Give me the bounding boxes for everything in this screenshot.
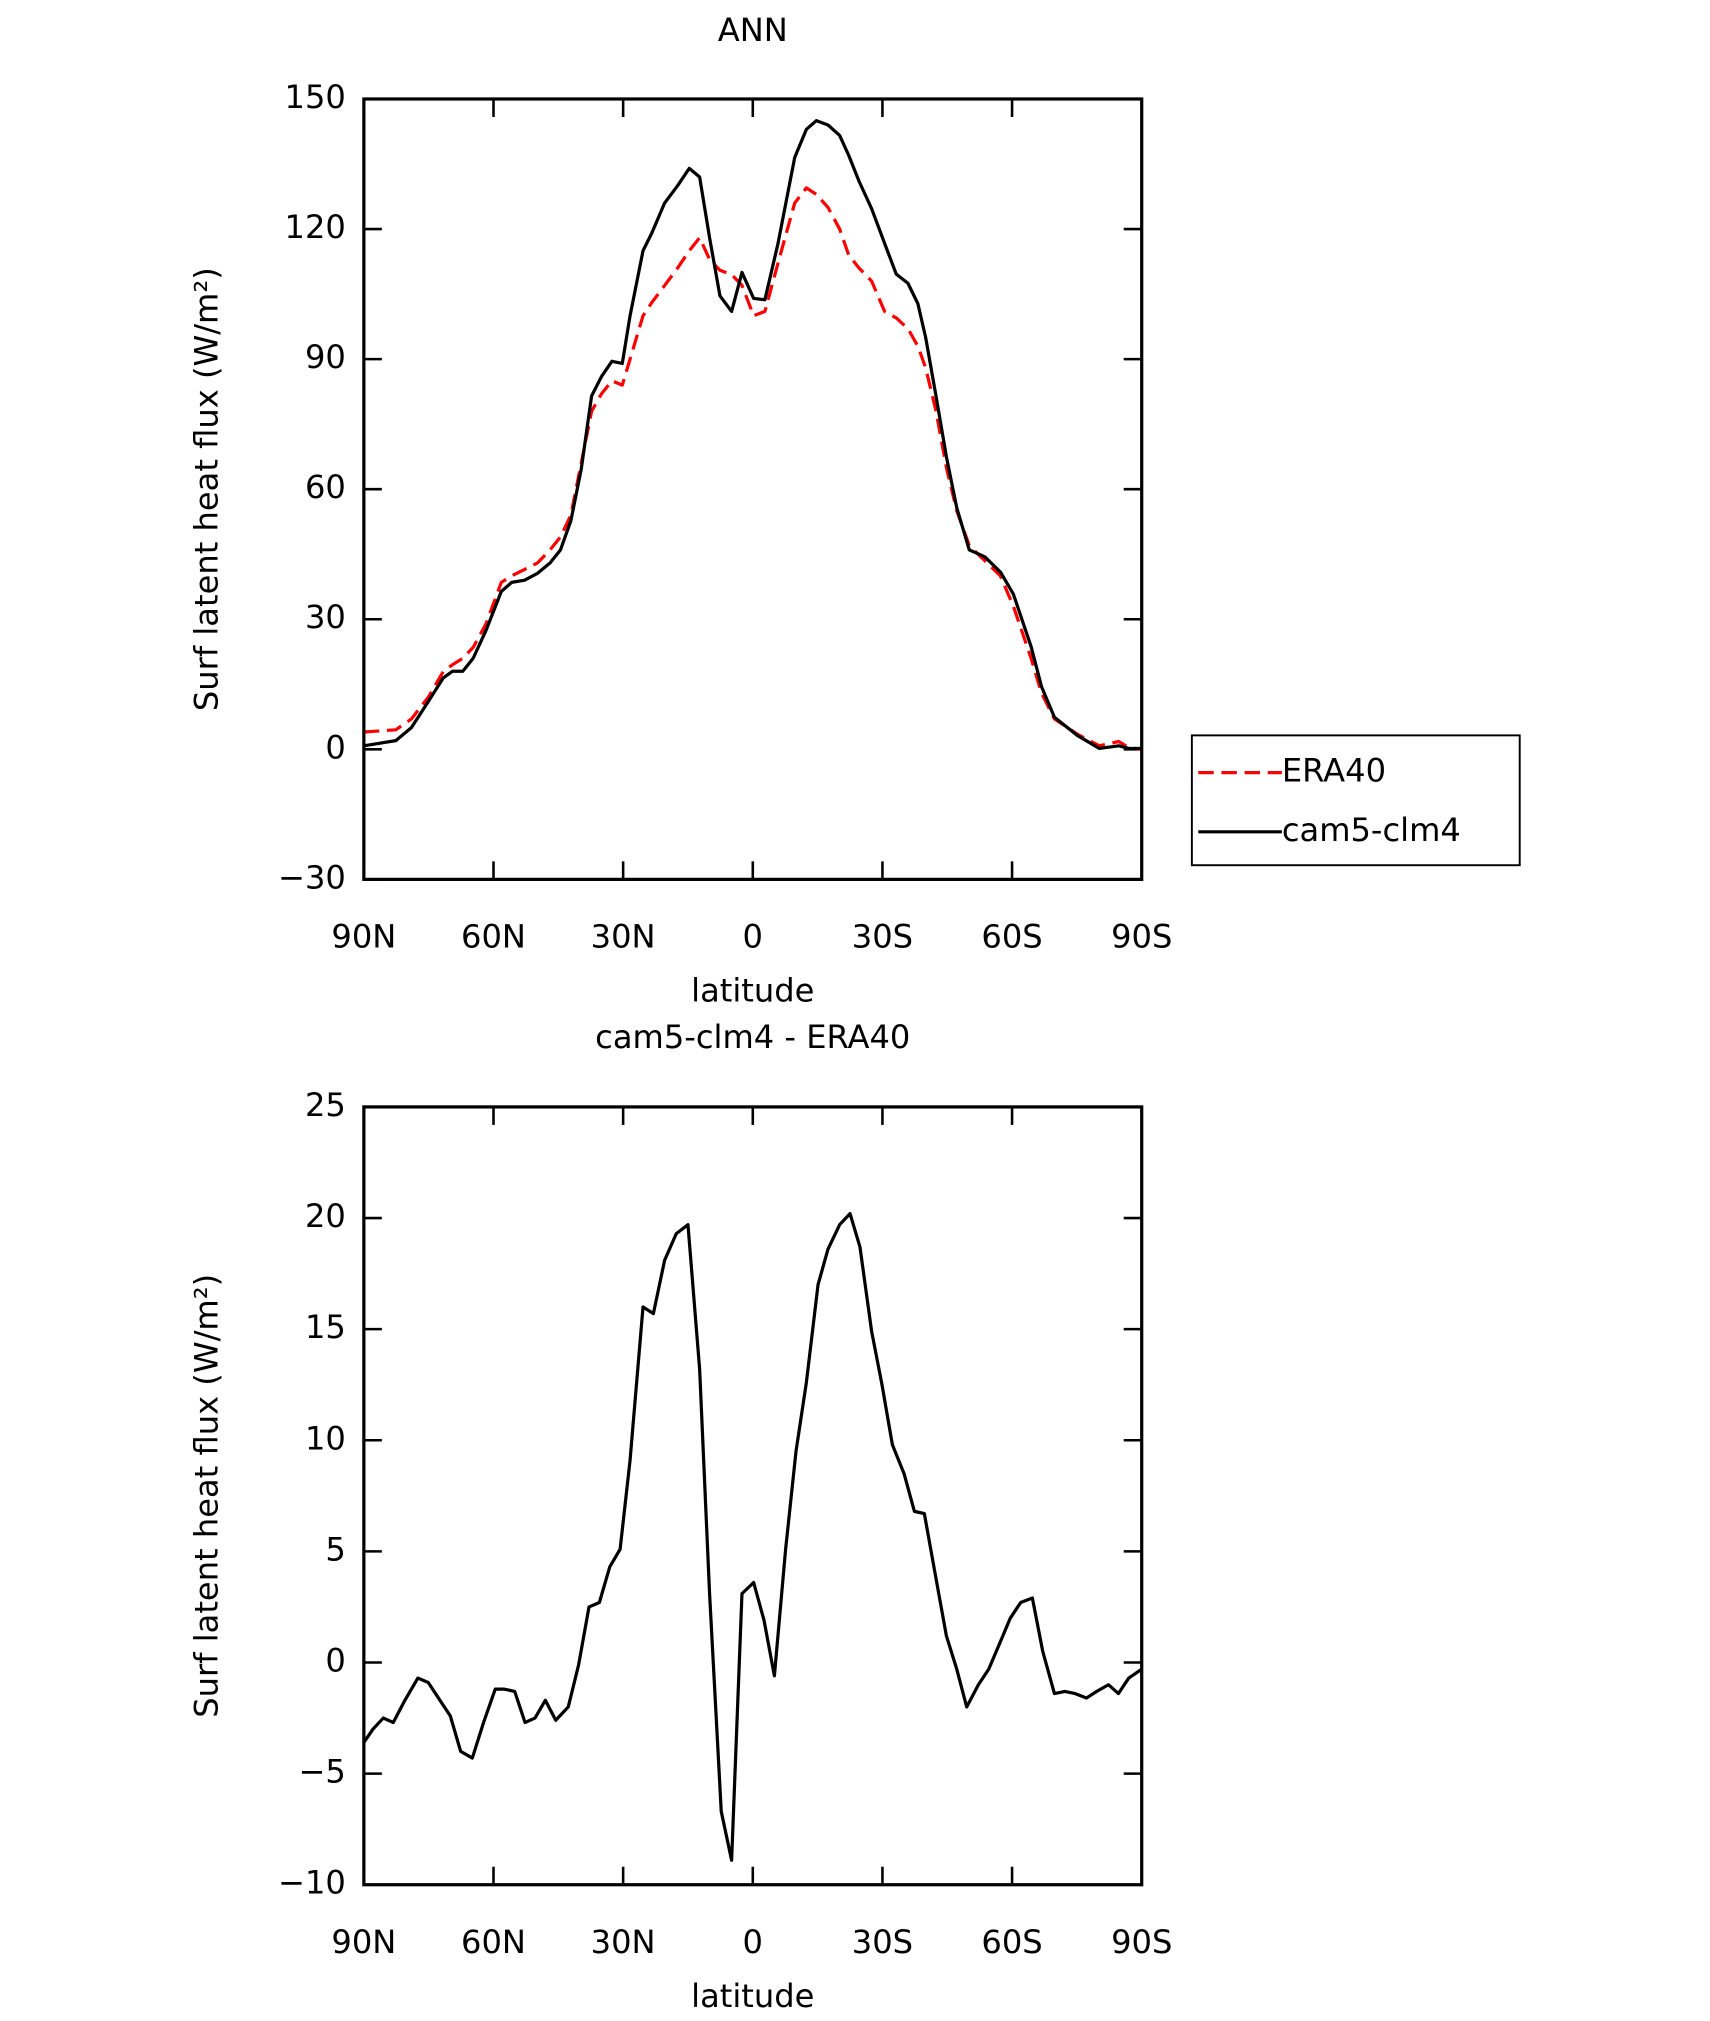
x-axis-label: latitude <box>691 972 814 1010</box>
y-tick-label: 30 <box>305 598 346 636</box>
y-tick-label: 0 <box>325 1641 345 1679</box>
y-tick-label: 10 <box>305 1419 346 1457</box>
y-axis-label: Surf latent heat flux (W/m²) <box>187 1274 225 1718</box>
x-tick-label: 30N <box>591 1923 656 1961</box>
y-tick-label: −5 <box>298 1753 345 1791</box>
chart-title: cam5-clm4 - ERA40 <box>595 1018 910 1056</box>
x-tick-label: 90N <box>331 918 396 956</box>
x-tick-label: 60S <box>981 1923 1042 1961</box>
chart: cam5-clm4 - ERA40 latitude Surf latent hea… <box>187 1018 1172 2015</box>
x-tick-label: 30N <box>591 918 656 956</box>
x-tick-label: 90S <box>1111 918 1172 956</box>
y-tick-label: −30 <box>278 858 346 896</box>
x-tick-label: 60N <box>461 918 526 956</box>
legend-label: ERA40 <box>1282 752 1386 790</box>
y-axis-label: Surf latent heat flux (W/m²) <box>187 267 225 711</box>
plot-frame <box>362 97 1144 881</box>
legend-box <box>1190 734 1521 867</box>
x-axis-label: latitude <box>691 1977 814 2015</box>
y-tick-label: 120 <box>285 208 346 246</box>
y-tick-label: 0 <box>325 728 345 766</box>
data-line <box>363 119 1142 751</box>
legend: ERA40 cam5-clm4 <box>1190 734 1521 867</box>
legend-label: cam5-clm4 <box>1282 811 1461 849</box>
plot-frame <box>362 1105 1144 1887</box>
y-tick-label: 60 <box>305 468 346 506</box>
y-tick-label: −10 <box>278 1864 346 1902</box>
x-tick-label: 30S <box>852 918 913 956</box>
chart: ANN latitude Surf latent heat flux (W/m²) −… <box>187 11 1521 1010</box>
x-tick-label: 90N <box>331 1923 396 1961</box>
y-tick-label: 90 <box>305 338 346 376</box>
y-tick-label: 15 <box>305 1308 346 1346</box>
x-tick-label: 0 <box>743 1923 763 1961</box>
chart-title: ANN <box>718 11 788 49</box>
data-line <box>362 1211 1143 1862</box>
x-tick-label: 60N <box>461 1923 526 1961</box>
y-tick-label: 150 <box>285 78 346 116</box>
data-line <box>363 186 1142 751</box>
x-tick-label: 60S <box>981 918 1042 956</box>
x-tick-label: 30S <box>852 1923 913 1961</box>
y-tick-label: 25 <box>305 1086 346 1124</box>
y-tick-label: 5 <box>325 1530 345 1568</box>
y-tick-label: 20 <box>305 1197 346 1235</box>
x-tick-label: 90S <box>1111 1923 1172 1961</box>
x-tick-label: 0 <box>743 918 763 956</box>
